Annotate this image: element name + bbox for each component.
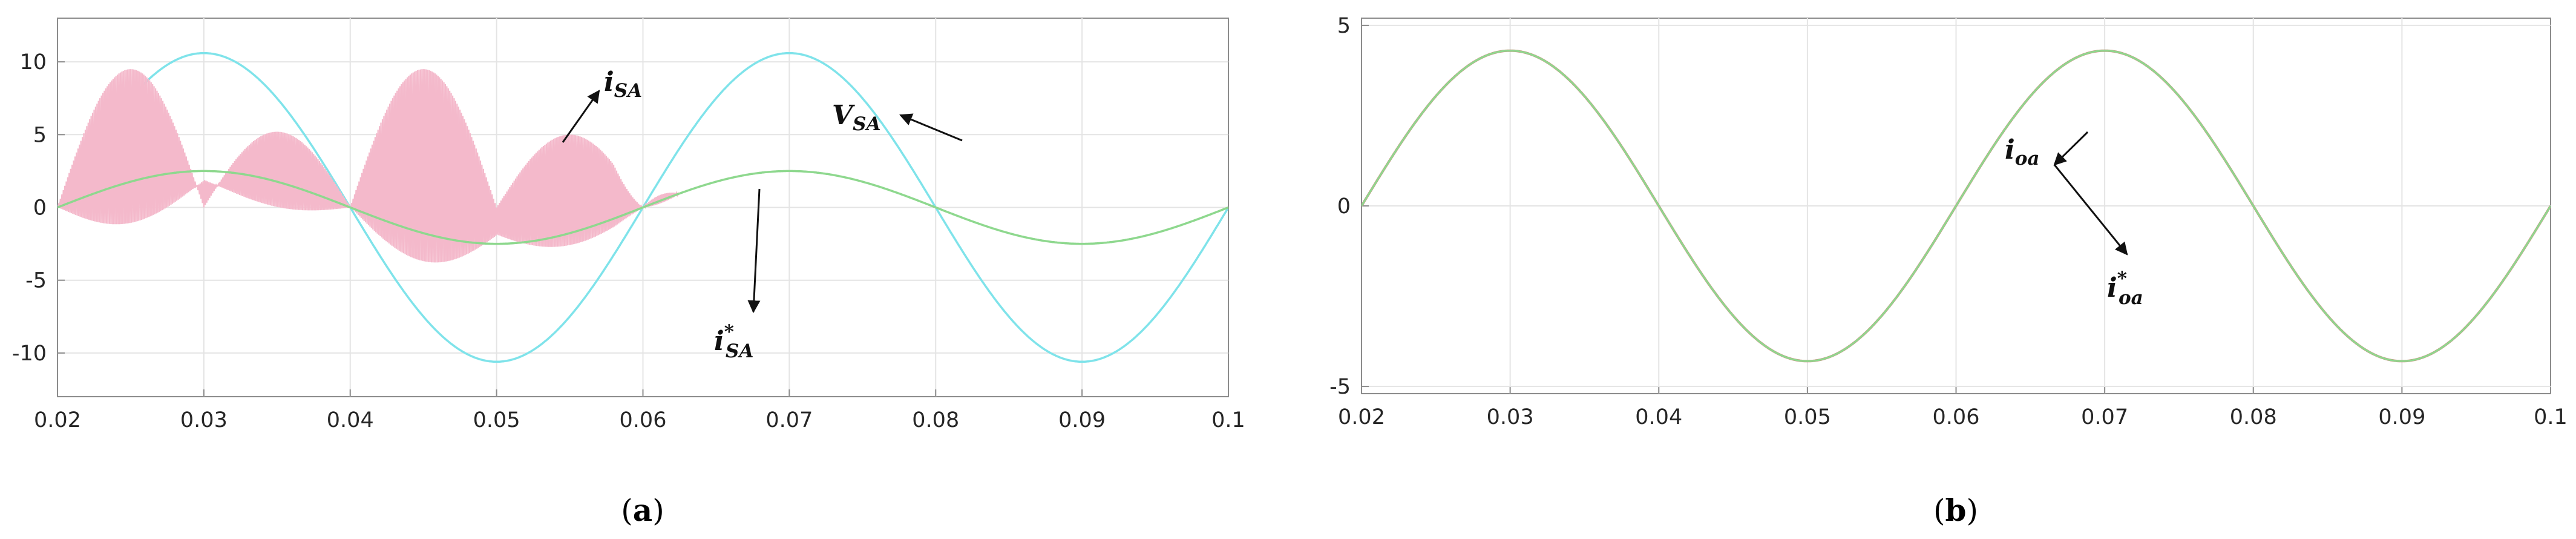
label-base: i <box>604 67 614 98</box>
x-tick-label: 0.03 <box>180 408 228 432</box>
label-subscript: SA <box>726 340 753 362</box>
x-tick-label: 0.09 <box>2378 405 2425 429</box>
annotation-i-sa: iSA <box>562 67 642 143</box>
label-open: ( <box>621 493 633 528</box>
annotation-i-ref-oa: i* oa <box>2053 164 2143 309</box>
label-subscript: oa <box>2119 287 2143 309</box>
x-tick-label: 0.05 <box>473 408 520 432</box>
annotation-label: i* SA <box>714 321 753 362</box>
y-tick-label: 0 <box>33 196 47 220</box>
label-superscript: * <box>724 321 734 343</box>
x-tick-label: 0.08 <box>912 408 959 432</box>
panel-a-x-tick-labels: 0.02 0.03 0.04 0.05 0.06 0.07 0.08 0.09 0.1 <box>34 408 1245 432</box>
x-tick-label: 0.1 <box>1211 408 1245 432</box>
y-tick-label: 5 <box>33 123 47 147</box>
x-tick-label: 0.06 <box>1933 405 1980 429</box>
annotation-i-ref-sa: i* SA <box>714 188 761 362</box>
label-subscript: SA <box>853 113 880 135</box>
series-line-i-ref-oa <box>1362 50 2551 362</box>
x-tick-label: 0.06 <box>620 408 667 432</box>
label-letter: b <box>1945 492 1967 528</box>
x-tick-label: 0.03 <box>1487 405 1534 429</box>
x-tick-label: 0.04 <box>1635 405 1682 429</box>
label-close: ) <box>652 493 664 528</box>
panel-a: 0.02 0.03 0.04 0.05 0.06 0.07 0.08 0.09 0.1 -10-… <box>12 18 1245 528</box>
annotation-label: ioa <box>2005 134 2039 170</box>
label-letter: a <box>633 492 652 528</box>
annotation-arrow <box>562 90 600 143</box>
label-base: i <box>2005 134 2015 165</box>
x-tick-label: 0.08 <box>2230 405 2277 429</box>
y-tick-label: 5 <box>1337 14 1351 38</box>
label-base: V <box>832 100 855 131</box>
y-tick-label: -10 <box>12 342 47 366</box>
panel-a-series <box>57 51 1228 363</box>
x-tick-label: 0.09 <box>1058 408 1106 432</box>
y-tick-label: 10 <box>19 50 47 74</box>
x-tick-label: 0.07 <box>765 408 813 432</box>
panel-b: 0.02 0.03 0.04 0.05 0.06 0.07 0.08 0.09 0.1 -5 0 5… <box>1329 14 2568 528</box>
x-tick-label: 0.05 <box>1784 405 1831 429</box>
x-tick-label: 0.04 <box>327 408 374 432</box>
label-base: i <box>2107 273 2117 303</box>
panel-b-y-tick-labels: -5 0 5 <box>1329 14 1351 399</box>
panel-b-label: (b) <box>1933 492 1978 528</box>
annotation-i-oa: ioa <box>2005 131 2089 170</box>
annotation-label: i* oa <box>2107 268 2143 309</box>
y-tick-label: -5 <box>1329 375 1351 399</box>
x-tick-label: 0.02 <box>1338 405 1385 429</box>
panel-b-series <box>1362 49 2551 363</box>
annotation-arrow <box>2053 131 2089 166</box>
x-tick-label: 0.02 <box>34 408 81 432</box>
x-tick-label: 0.07 <box>2081 405 2128 429</box>
label-close: ) <box>1966 493 1978 528</box>
label-subscript: oa <box>2015 148 2040 170</box>
series-line-i-sa <box>57 69 681 263</box>
annotation-arrow <box>899 113 963 142</box>
panel-a-y-tick-labels: -10 -5 0 5 10 <box>12 50 47 366</box>
panel-a-grid <box>57 18 1229 397</box>
y-tick-label: -5 <box>25 269 47 293</box>
annotation-v-sa: VSA <box>832 100 963 142</box>
x-tick-label: 0.1 <box>2534 405 2568 429</box>
panel-b-x-tick-labels: 0.02 0.03 0.04 0.05 0.06 0.07 0.08 0.09 0.1 <box>1338 405 2568 429</box>
y-tick-label: 0 <box>1337 194 1351 219</box>
annotation-arrow <box>2053 164 2128 256</box>
panel-a-label: (a) <box>621 492 664 528</box>
label-subscript: SA <box>614 80 642 102</box>
annotation-label: VSA <box>832 100 881 135</box>
label-open: ( <box>1933 493 1945 528</box>
label-superscript: * <box>2117 268 2127 289</box>
annotation-arrow <box>747 188 761 314</box>
label-base: i <box>714 326 724 357</box>
series-line-i-ref-sa <box>57 170 1228 245</box>
annotation-label: iSA <box>604 67 642 102</box>
